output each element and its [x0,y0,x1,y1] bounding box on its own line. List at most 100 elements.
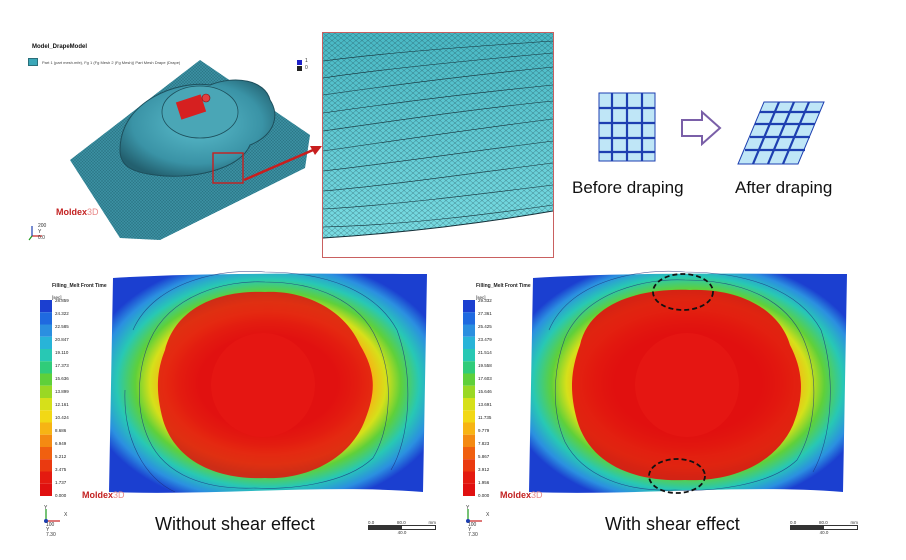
colorscale-band [463,324,475,337]
colorscale-band [463,373,475,386]
colorscale-value: 28.859 [55,298,69,303]
mesh-axis-triad [28,226,42,241]
mesh-colorbar-tick-top: 1 [305,58,308,64]
left-scale-unit: [sec] [52,295,62,300]
colorscale-value: 10.424 [55,415,69,420]
colorscale-band [463,459,475,472]
colorscale-band [463,361,475,374]
colorscale-value: 27.361 [478,311,492,316]
colorscale-band [463,312,475,325]
draping-arrow-icon [681,110,722,146]
colorscale-value: 15.636 [55,376,69,381]
colorscale-band [40,361,52,374]
left-axis-triad [44,509,60,523]
colorscale-band [40,336,52,349]
right-colorscale [463,300,475,501]
right-contour-plot [529,270,847,494]
left-triad-y: Y [44,505,48,511]
mesh-view-title: Model_DrapeModel [32,44,88,50]
colorscale-band [40,349,52,362]
colorscale-band [40,483,52,496]
colorscale-band [463,336,475,349]
mesh-part-view [70,60,310,240]
colorscale-band [40,459,52,472]
colorscale-value: 23.479 [478,337,492,342]
zoom-connector-arrow [243,145,322,182]
colorscale-value: 7.823 [478,441,490,446]
colorscale-band [40,447,52,460]
colorscale-value: 3.912 [478,467,490,472]
colorscale-band [463,434,475,447]
highlight-circle-top [652,273,714,311]
colorscale-value: 19.110 [55,350,69,355]
right-triad-y2: Y [468,527,472,533]
colorscale-band [463,398,475,411]
colorscale-value: 19.558 [478,363,492,368]
left-triad-x: X [64,512,68,518]
colorscale-band [463,447,475,460]
colorscale-band [40,434,52,447]
colorscale-band [463,300,475,313]
mesh-view-legend: Part 1 (part mesh.mfe), Fg 1 (Fg Mesh 2 … [28,58,180,66]
colorscale-band [40,324,52,337]
mesh-colorbar [297,60,302,71]
colorscale-band [40,422,52,435]
right-scale-title: Filling_Melt Front Time [476,283,531,289]
colorscale-band [40,300,52,313]
colorscale-value: 12.161 [55,402,69,407]
left-triad-y2: Y [46,527,50,533]
mesh-axis-label-1: 200 [38,223,47,229]
before-draping-grid [598,92,656,162]
after-draping-grid [737,101,825,165]
colorscale-band [40,373,52,386]
colorscale-value: 17.603 [478,376,492,381]
colorscale-value: 11.735 [478,415,492,420]
colorscale-band [463,385,475,398]
colorscale-value: 24.322 [55,311,69,316]
zoom-marker-box [212,152,244,184]
colorscale-value: 15.646 [478,389,492,394]
colorscale-value: 20.847 [55,337,69,342]
colorscale-value: 0.000 [478,493,490,498]
colorscale-band [463,422,475,435]
colorscale-value: 0.000 [55,493,67,498]
mesh-colorbar-tick-bottom: 0 [305,65,308,71]
right-triad-y: Y [466,505,470,511]
right-triad-x: X [486,512,490,518]
colorscale-band [463,471,475,484]
before-draping-label: Before draping [572,178,684,197]
mesh-axis-label-2: Y [38,229,42,235]
colorscale-band [463,410,475,423]
colorscale-band [40,398,52,411]
colorscale-band [463,349,475,362]
colorscale-band [40,385,52,398]
mesh-axis-label-3: 0.0 [38,235,45,241]
colorscale-value: 13.899 [55,389,69,394]
colorscale-value: 9.779 [478,428,490,433]
legend-text: Part 1 (part mesh.mfe), Fg 1 (Fg Mesh 2 … [42,59,181,65]
right-triad-val1: 100 [468,522,477,528]
selected-region [175,94,207,120]
mesh-brand-logo: Moldex3D [56,207,99,217]
left-scale-title: Filling_Melt Front Time [52,283,107,289]
right-caption: With shear effect [605,514,740,534]
colorscale-value: 13.691 [478,402,492,407]
colorscale-band [40,410,52,423]
colorscale-band [40,312,52,325]
colorscale-value: 22.585 [55,324,69,329]
right-brand-logo: Moldex3D [500,490,543,500]
left-caption: Without shear effect [155,514,315,534]
colorscale-value: 8.686 [55,428,67,433]
colorscale-band [463,483,475,496]
right-scalebar: 0.0 80.0 mm 40.0 [790,520,858,535]
right-scale-unit: [sec] [476,295,486,300]
colorscale-value: 17.373 [55,363,69,368]
right-dome [635,333,739,437]
after-draping-label: After draping [735,178,833,197]
colorscale-value: 5.212 [55,454,67,459]
zoomed-mesh-view [322,32,554,258]
right-axis-triad [466,509,482,523]
colorscale-value: 1.737 [55,480,67,485]
colorscale-value: 21.514 [478,350,492,355]
legend-swatch [28,58,38,66]
